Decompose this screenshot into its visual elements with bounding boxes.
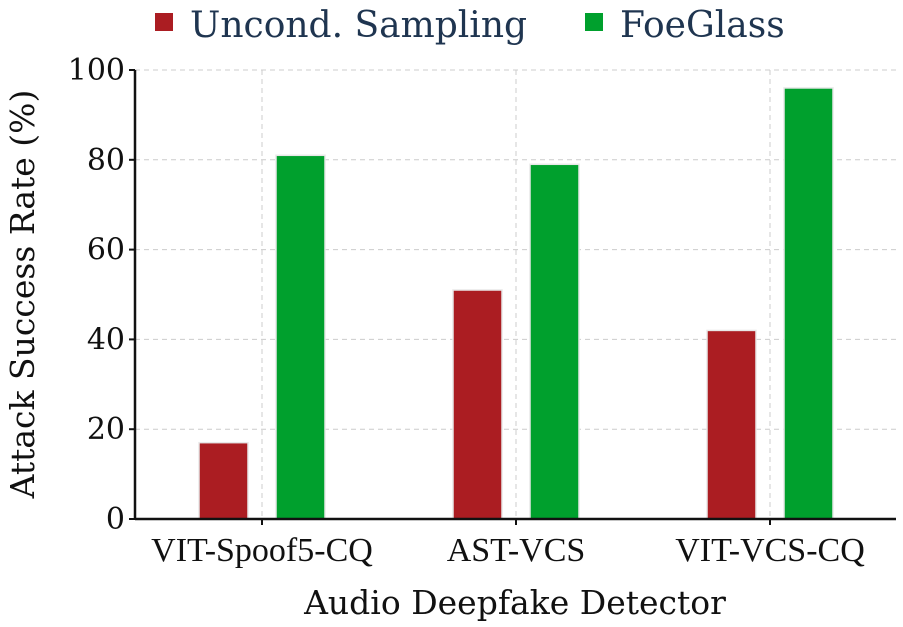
x-tick-labels: VIT-Spoof5-CQ AST-VCS VIT-VCS-CQ (151, 519, 865, 569)
bar-foeglass-1 (529, 163, 580, 520)
legend: Uncond. Sampling FoeGlass (155, 5, 785, 46)
y-tick-label: 20 (87, 412, 125, 447)
x-axis-title: Audio Deepfake Detector (303, 583, 726, 622)
legend-label: Uncond. Sampling (190, 5, 527, 46)
legend-label: FoeGlass (620, 5, 785, 46)
legend-swatch (155, 13, 173, 31)
bar-uncond-sampling-1 (452, 289, 503, 520)
y-tick-label: 40 (87, 322, 125, 357)
bar-uncond-sampling-0 (198, 441, 249, 520)
grid-lines (135, 69, 896, 519)
bars (198, 87, 834, 520)
bar-uncond-sampling-2 (706, 329, 757, 520)
y-tick-label: 0 (106, 502, 125, 537)
y-axis-title: Attack Success Rate (%) (3, 90, 42, 500)
x-tick-label: AST-VCS (447, 532, 586, 569)
bar-foeglass-2 (783, 87, 834, 520)
y-tick-labels: 0 20 40 60 80 100 (68, 53, 135, 537)
bar-foeglass-0 (275, 154, 326, 520)
legend-swatch (585, 13, 603, 31)
x-tick-label: VIT-Spoof5-CQ (151, 532, 373, 569)
y-tick-label: 80 (87, 143, 125, 178)
y-tick-label: 60 (87, 233, 125, 268)
x-tick-label: VIT-VCS-CQ (675, 532, 865, 569)
y-tick-label: 100 (68, 53, 125, 88)
